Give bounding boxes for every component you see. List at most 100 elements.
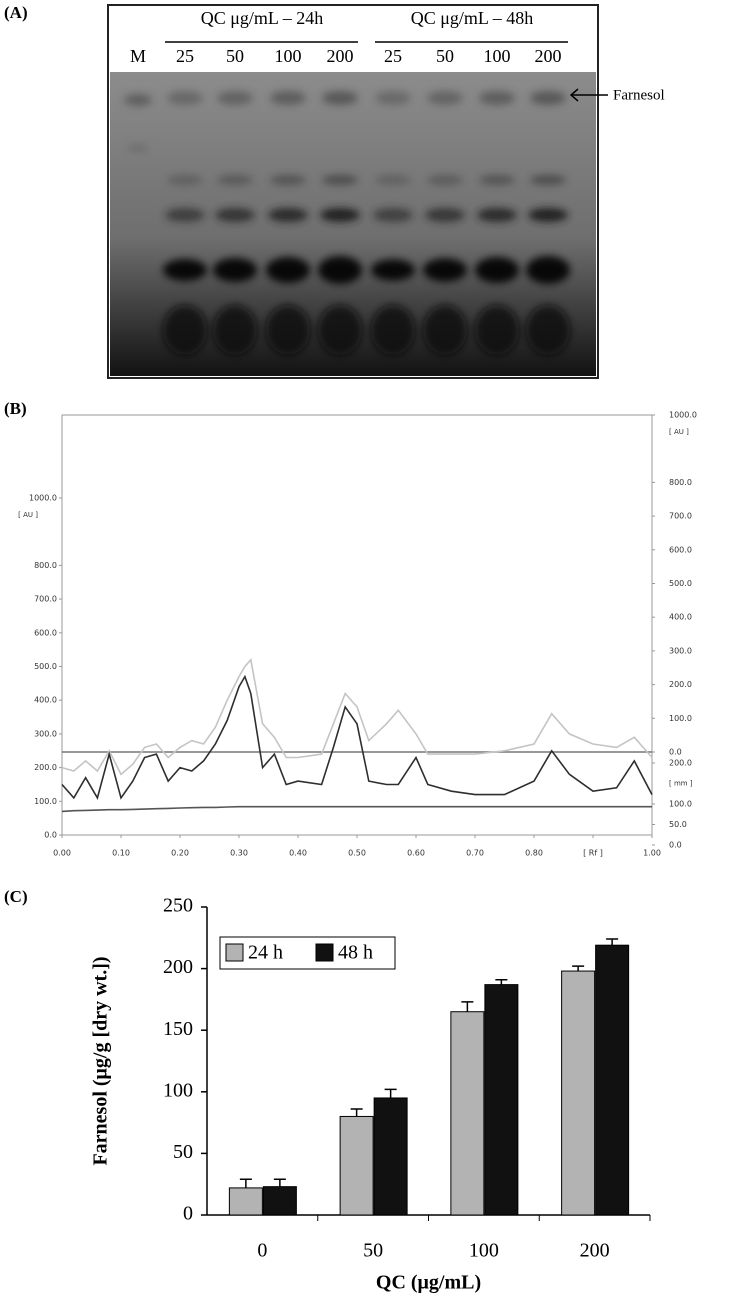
y-tick-label: 600.0 [34, 628, 57, 637]
lane-label: 200 [327, 46, 354, 66]
error-bar [572, 965, 585, 972]
lane-label: 50 [226, 46, 244, 66]
band [322, 91, 358, 105]
band [479, 175, 515, 185]
mm-tick-label: 200.0 [669, 759, 692, 768]
x-tick-label: [ Rf ] [583, 849, 603, 858]
band [270, 175, 306, 185]
y-tick-label: 200 [163, 956, 193, 978]
bar [228, 1187, 263, 1216]
band [526, 305, 570, 355]
group-label: QC μg/mL – 48h [411, 8, 533, 28]
x-tick-label: 0.70 [466, 849, 484, 858]
y-tick-label: 200.0 [34, 763, 57, 772]
y-tick-label: 50 [173, 1141, 193, 1163]
y-tick-label: 100 [163, 1079, 193, 1101]
y-tick-label: 800.0 [34, 561, 57, 570]
y-axis-title: Farnesol (μg/g [dry wt.]) [90, 956, 112, 1165]
band [318, 305, 362, 355]
panel-label: (B) [4, 399, 27, 418]
legend-box [219, 936, 396, 970]
y2-tick-label: 1000.0 [669, 411, 697, 420]
mm-tick-label: 0.0 [669, 841, 682, 850]
gel-image [110, 72, 596, 376]
x-tick-label: 50 [363, 1240, 383, 1262]
lane-label: 200 [535, 46, 562, 66]
bar [339, 1115, 374, 1216]
band [215, 208, 255, 222]
band [423, 258, 467, 282]
lane-label: 50 [436, 46, 454, 66]
y-tick-label: 300.0 [34, 729, 57, 738]
error-bar [350, 1108, 363, 1117]
y2-tick-label: 400.0 [669, 613, 692, 622]
band [217, 91, 253, 105]
annotation: Farnesol [613, 87, 665, 103]
band [375, 175, 411, 185]
trace [61, 658, 653, 776]
band [165, 208, 205, 222]
y2-tick-label: 500.0 [669, 579, 692, 588]
group-label: QC μg/mL – 24h [201, 8, 323, 28]
band [425, 208, 465, 222]
y2-unit: [ AU ] [669, 428, 689, 436]
error-bar [239, 1178, 252, 1188]
band [124, 94, 152, 106]
band [217, 175, 253, 185]
bar [484, 984, 519, 1216]
band [475, 305, 519, 355]
bar [561, 970, 596, 1216]
x-tick-label: 100 [469, 1240, 499, 1262]
band [213, 258, 257, 282]
band [270, 91, 306, 105]
y2-tick-label: 100.0 [669, 714, 692, 723]
lane-label: 100 [484, 46, 511, 66]
band [213, 305, 257, 355]
error-bar [495, 978, 508, 985]
x-tick-label: 0.50 [348, 849, 366, 858]
y2-tick-label: 200.0 [669, 680, 692, 689]
band [530, 91, 566, 105]
x-tick-label: 0.40 [289, 849, 307, 858]
bar [262, 1186, 297, 1216]
legend-swatch [225, 943, 244, 962]
band [427, 175, 463, 185]
band [528, 208, 568, 222]
band [318, 256, 362, 284]
y-tick-label: 250 [163, 895, 193, 917]
x-tick-label: 0.20 [171, 849, 189, 858]
y2-tick-label: 700.0 [669, 512, 692, 521]
x-tick-label: 1.00 [643, 849, 661, 858]
y2-tick-label: 600.0 [669, 545, 692, 554]
y2-tick-label: 800.0 [669, 478, 692, 487]
band [266, 305, 310, 355]
x-tick-label: 200 [580, 1240, 610, 1262]
lane-label: 25 [384, 46, 402, 66]
error-bar [606, 938, 619, 946]
y-tick-label: 500.0 [34, 662, 57, 671]
y-tick-label: 0.0 [44, 831, 57, 840]
band [320, 208, 360, 222]
y-tick-label: 400.0 [34, 696, 57, 705]
arrow-head [569, 88, 579, 102]
band [268, 208, 308, 222]
band [479, 91, 515, 105]
bar [373, 1097, 408, 1216]
error-bar [273, 1178, 286, 1187]
error-bar [384, 1088, 397, 1098]
legend-label: 48 h [338, 942, 373, 964]
band [167, 91, 203, 105]
band [128, 145, 148, 151]
y-tick-label: 700.0 [34, 595, 57, 604]
band [427, 91, 463, 105]
x-tick-label: 0.10 [112, 849, 130, 858]
band [530, 175, 566, 185]
y2-tick-label: 300.0 [669, 646, 692, 655]
x-tick-label: 0.60 [407, 849, 425, 858]
band [163, 305, 207, 355]
y-tick-label: 1000.0 [29, 494, 57, 503]
band [526, 256, 570, 284]
mm-unit: [ mm ] [669, 780, 693, 788]
band [167, 175, 203, 185]
trace [61, 805, 652, 813]
